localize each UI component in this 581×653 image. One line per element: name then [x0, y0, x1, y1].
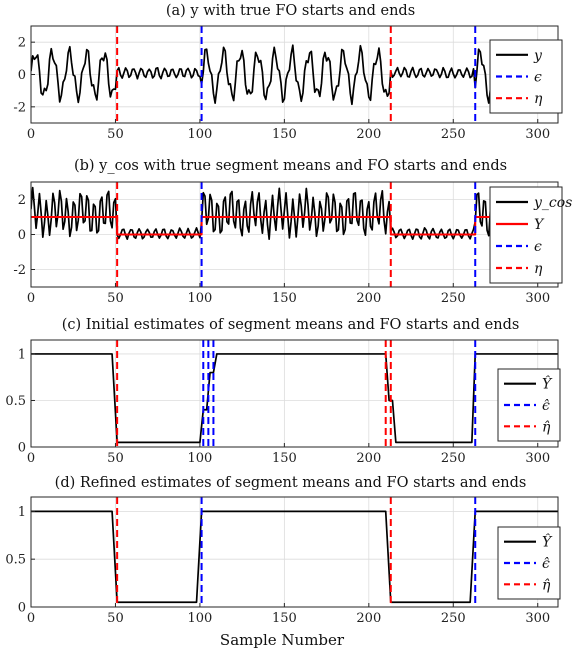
chart-title: (c) Initial estimates of segment means a…	[62, 317, 520, 333]
legend: Ŷϵ̂ η̂	[497, 368, 561, 442]
plot-area	[31, 497, 558, 607]
x-tick-label: 250	[441, 611, 466, 626]
legend-label: ϵ	[534, 70, 542, 86]
x-tick-label: 150	[272, 611, 297, 626]
legend: yϵη	[489, 39, 563, 114]
legend-label: ϵ̂	[542, 398, 550, 414]
x-tick-label: 300	[525, 611, 550, 626]
x-tick-label: 150	[272, 451, 297, 466]
legend-label: ϵ	[534, 239, 542, 255]
chart-panel-3: (c) Initial estimates of segment means a…	[5, 317, 561, 466]
legend-label: η̂	[542, 577, 551, 593]
legend-label: η	[534, 261, 543, 277]
chart-panel-1: (a) y with true FO starts and ends 0 50 100…	[13, 3, 563, 142]
x-tick-label: 100	[187, 127, 212, 142]
y-tick-label: 1	[18, 505, 26, 520]
axes-frame	[30, 496, 559, 608]
x-tick-label: 300	[525, 451, 550, 466]
x-tick-label: 50	[107, 291, 124, 306]
y-tick-label: 0	[18, 601, 26, 616]
y-tick-label: -2	[13, 100, 26, 115]
series-line	[31, 44, 519, 106]
x-tick-label: 0	[27, 127, 35, 142]
y-tick-label: 0.5	[5, 553, 26, 568]
x-tick-label: 100	[187, 611, 212, 626]
legend-label: η	[534, 91, 543, 107]
x-axis-label: Sample Number	[220, 631, 345, 649]
x-tick-label: 50	[107, 611, 124, 626]
x-tick-label: 0	[27, 611, 35, 626]
axes-frame	[30, 339, 559, 448]
legend-label: y	[533, 48, 543, 64]
plot-area	[31, 182, 558, 287]
x-tick-label: 200	[356, 611, 381, 626]
y-tick-label: 0	[18, 68, 26, 83]
plot-area	[31, 340, 558, 447]
series-line	[31, 216, 558, 236]
chart-panel-2: (b) y_cos with true segment means and FO…	[13, 158, 572, 306]
x-tick-label: 50	[107, 127, 124, 142]
legend-label: Y	[534, 217, 545, 233]
plot-area	[31, 26, 519, 123]
x-tick-label: 300	[525, 291, 550, 306]
series-line	[31, 353, 558, 444]
y-tick-label: 0.5	[5, 394, 26, 409]
x-tick-label: 250	[441, 291, 466, 306]
x-tick-label: 0	[27, 451, 35, 466]
y-tick-label: -2	[13, 263, 26, 278]
series-line	[31, 186, 518, 241]
chart-title: (a) y with true FO starts and ends	[166, 3, 415, 19]
y-tick-label: 0	[18, 228, 26, 243]
x-tick-label: 200	[356, 291, 381, 306]
x-tick-label: 50	[107, 451, 124, 466]
chart-title: (b) y_cos with true segment means and FO…	[74, 158, 507, 174]
y-tick-label: 2	[18, 193, 26, 208]
y-tick-label: 2	[18, 36, 26, 51]
x-tick-label: 250	[441, 451, 466, 466]
legend-label: ϵ̂	[542, 556, 550, 572]
x-tick-label: 200	[356, 127, 381, 142]
x-tick-label: 100	[187, 451, 212, 466]
chart-title: (d) Refined estimates of segment means a…	[55, 475, 527, 491]
y-tick-label: 1	[18, 347, 26, 362]
legend-label: Ŷ	[542, 375, 553, 393]
y-tick-label: 0	[18, 441, 26, 456]
x-tick-label: 300	[525, 127, 550, 142]
legend: Ŷϵ̂ η̂	[497, 526, 561, 600]
legend: y_cos Yϵη	[489, 186, 572, 284]
series-line	[31, 510, 558, 604]
x-tick-label: 0	[27, 291, 35, 306]
x-tick-label: 200	[356, 451, 381, 466]
legend-label: Ŷ	[542, 533, 553, 551]
x-tick-label: 150	[272, 291, 297, 306]
x-tick-label: 250	[441, 127, 466, 142]
x-tick-label: 100	[187, 291, 212, 306]
x-tick-label: 150	[272, 127, 297, 142]
legend-label: η̂	[542, 419, 551, 435]
chart-panel-4: (d) Refined estimates of segment means a…	[5, 475, 561, 626]
legend-label: y_cos	[533, 195, 572, 211]
